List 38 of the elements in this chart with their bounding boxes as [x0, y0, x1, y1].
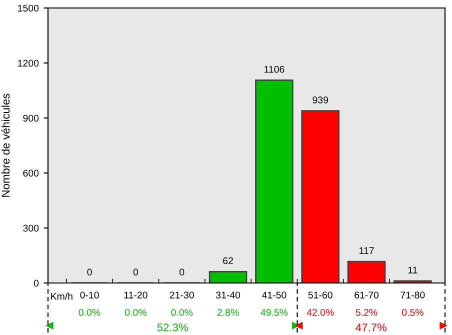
- y-tick-label: 600: [23, 170, 39, 177]
- x-tick-label: 11-20: [124, 292, 148, 298]
- text: 5.2%: [356, 308, 378, 316]
- y-axis-title: Nombre de véhicules: [1, 94, 10, 197]
- text: 0.0%: [125, 308, 146, 316]
- bar: [347, 260, 386, 283]
- x-tick-label: 51-60: [308, 292, 332, 298]
- text: 49.5%: [260, 308, 288, 316]
- y-tick-label: 1500: [18, 4, 39, 12]
- text: 0.5%: [402, 308, 424, 316]
- text: 52.3%: [157, 323, 188, 332]
- x-tick-label: 21-30: [170, 292, 194, 298]
- text: 0.0%: [171, 308, 193, 316]
- data-label: 1106: [264, 66, 284, 73]
- x-tick-label: 61-70: [354, 292, 379, 298]
- bar: [255, 80, 294, 283]
- text: 2.8%: [217, 308, 239, 316]
- y-tick-label: 1200: [18, 60, 39, 67]
- data-label: 0: [133, 268, 138, 276]
- x-tick-label: 31-40: [216, 292, 240, 298]
- x-tick-label: 0-10: [80, 292, 99, 298]
- text: 42.0%: [306, 308, 334, 316]
- x-tick-label: 71-80: [400, 292, 425, 298]
- data-label: 0: [87, 268, 92, 276]
- text: 47.7%: [356, 324, 386, 332]
- bar: [208, 270, 248, 283]
- text: 0.0%: [78, 308, 100, 316]
- y-tick-label: 300: [23, 224, 39, 232]
- data-label: 117: [360, 247, 374, 254]
- data-label: 62: [223, 257, 233, 264]
- x-axis-title: Km/h: [51, 292, 72, 300]
- y-tick-label: 0: [34, 280, 39, 287]
- bar: [301, 110, 340, 283]
- data-label: 0: [180, 268, 184, 276]
- data-label: 939: [312, 96, 328, 104]
- x-tick-label: 41-50: [262, 292, 286, 298]
- data-label: 11: [408, 266, 418, 274]
- y-tick-label: 900: [23, 114, 39, 122]
